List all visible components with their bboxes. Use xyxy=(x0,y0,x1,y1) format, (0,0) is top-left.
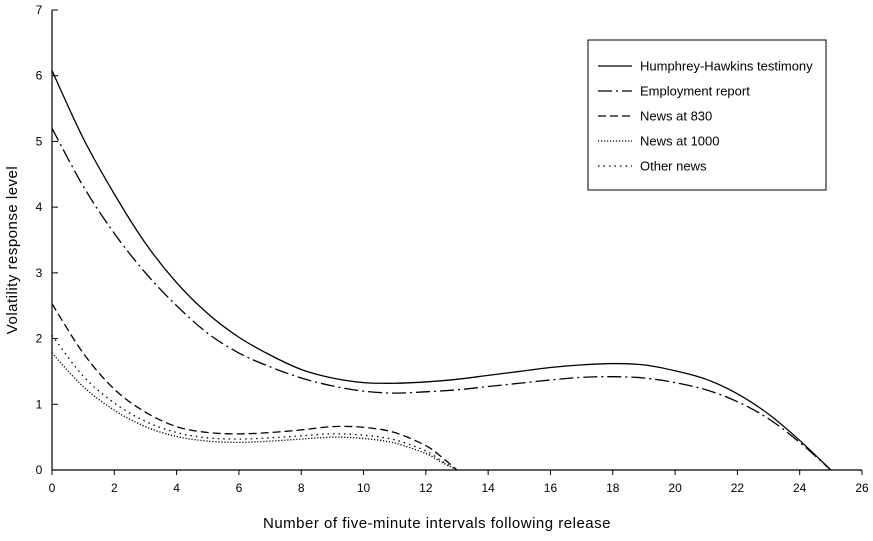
y-tick-label: 1 xyxy=(36,397,43,411)
y-tick-label: 3 xyxy=(36,266,43,280)
series-line-4 xyxy=(51,352,458,471)
y-tick-label: 5 xyxy=(36,134,43,148)
legend-label: News at 830 xyxy=(640,109,712,124)
x-tick-label: 20 xyxy=(668,481,682,495)
legend-label: Humphrey-Hawkins testimony xyxy=(640,59,813,74)
y-tick-label: 4 xyxy=(36,200,43,214)
x-ticks: 0 2 4 6 8 10 12 14 16 18 20 22 24 26 xyxy=(49,470,869,495)
series-line-2 xyxy=(51,127,832,471)
series-line-1 xyxy=(51,70,832,471)
legend-label: News at 1000 xyxy=(640,134,720,149)
y-tick-label: 7 xyxy=(36,3,43,17)
y-ticks: 0 1 2 3 4 5 6 7 xyxy=(36,3,58,477)
series-line-3 xyxy=(51,303,458,471)
x-tick-label: 26 xyxy=(855,481,869,495)
y-tick-label: 0 xyxy=(36,463,43,477)
legend-label: Employment report xyxy=(640,84,750,99)
y-tick-label: 6 xyxy=(36,69,43,83)
legend: Humphrey-Hawkins testimony Employment rep… xyxy=(587,39,827,191)
x-tick-label: 2 xyxy=(111,481,118,495)
x-tick-label: 22 xyxy=(731,481,745,495)
y-axis-title: Volatility response level xyxy=(4,166,21,334)
x-tick-label: 24 xyxy=(793,481,807,495)
x-tick-label: 18 xyxy=(606,481,620,495)
y-tick-label: 2 xyxy=(36,332,43,346)
x-tick-label: 12 xyxy=(419,481,433,495)
x-tick-label: 4 xyxy=(173,481,180,495)
x-tick-label: 6 xyxy=(236,481,243,495)
series-line-5 xyxy=(51,334,458,471)
x-tick-label: 14 xyxy=(481,481,495,495)
x-tick-label: 0 xyxy=(49,481,56,495)
legend-label: Other news xyxy=(640,159,707,174)
x-tick-label: 16 xyxy=(544,481,558,495)
x-tick-label: 8 xyxy=(298,481,305,495)
series-group xyxy=(51,70,832,471)
x-axis-title: Number of five-minute intervals followin… xyxy=(263,515,611,532)
legend-box xyxy=(587,39,827,191)
x-tick-label: 10 xyxy=(357,481,371,495)
